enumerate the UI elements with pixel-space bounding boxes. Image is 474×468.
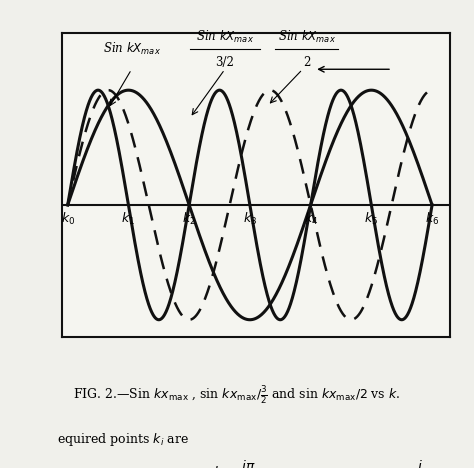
Text: $k_6$: $k_6$ xyxy=(425,211,439,227)
Text: 3/2: 3/2 xyxy=(215,56,234,69)
Text: 2: 2 xyxy=(303,56,310,69)
Text: $i$: $i$ xyxy=(417,459,423,468)
Text: F$\mathregular{IG}$. 2.—Sin $kx_{\mathrm{max}}$ , sin $kx_{\mathrm{max}}/\frac{3: F$\mathregular{IG}$. 2.—Sin $kx_{\mathrm… xyxy=(73,384,401,406)
Text: $k_3$: $k_3$ xyxy=(243,211,257,227)
Text: Sin $kX_{max}$: Sin $kX_{max}$ xyxy=(277,29,336,45)
Text: Sin $kX_{max}$: Sin $kX_{max}$ xyxy=(196,29,254,45)
Text: $k_5$: $k_5$ xyxy=(365,211,378,227)
Text: Sin $kX_{max}$: Sin $kX_{max}$ xyxy=(102,41,161,57)
Text: $k_1$: $k_1$ xyxy=(121,211,136,227)
Text: $k_0$: $k_0$ xyxy=(61,211,75,227)
Text: equired points $k_i$ are: equired points $k_i$ are xyxy=(57,431,189,447)
Text: $k_i = \dfrac{i\pi}{\ }$ ,: $k_i = \dfrac{i\pi}{\ }$ , xyxy=(213,459,265,468)
Text: $k_2$: $k_2$ xyxy=(182,211,196,227)
Text: $k_4$: $k_4$ xyxy=(303,211,318,227)
